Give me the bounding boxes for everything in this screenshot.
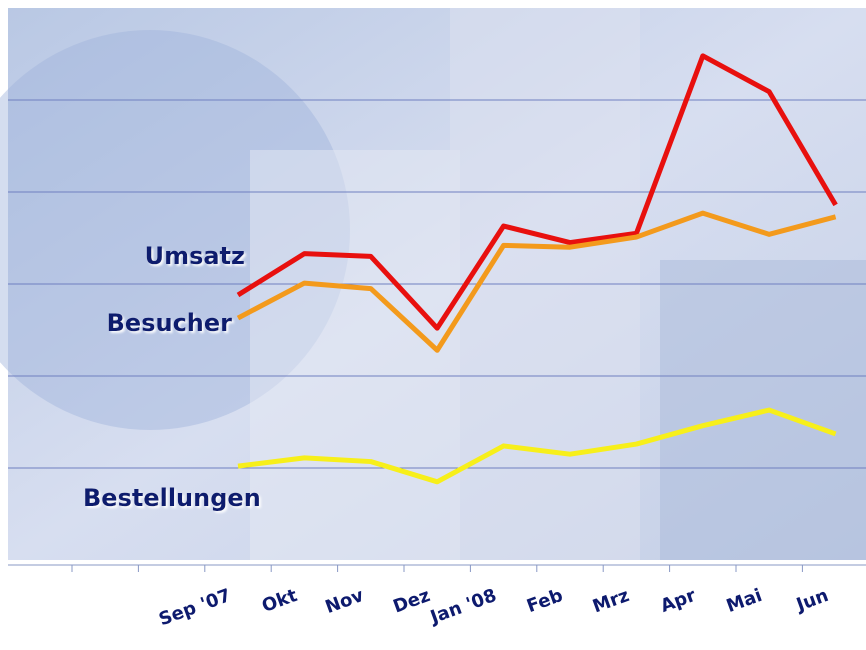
chart: Sep '07 Okt Nov DezJan '08 Feb Mrz Apr Mai Jun Um… <box>0 0 866 650</box>
decoration <box>250 150 460 560</box>
x-tick-label: Mrz <box>590 585 632 617</box>
x-tick-label: Jan '08 <box>426 585 499 629</box>
x-tick-label: Mai <box>724 585 765 617</box>
x-tick-label: Sep '07 <box>156 585 234 630</box>
x-tick-label: Feb <box>524 585 566 617</box>
x-tick-label: Okt <box>259 585 300 617</box>
x-tick-label: Nov <box>323 585 367 618</box>
x-tick-label: Dez <box>390 585 433 618</box>
series-label: Bestellungen <box>83 484 261 512</box>
x-tick-label: Jun <box>792 585 831 616</box>
series-label: Umsatz <box>145 242 245 270</box>
series-label: Besucher <box>107 309 233 337</box>
x-tick-label: Apr <box>658 585 699 617</box>
